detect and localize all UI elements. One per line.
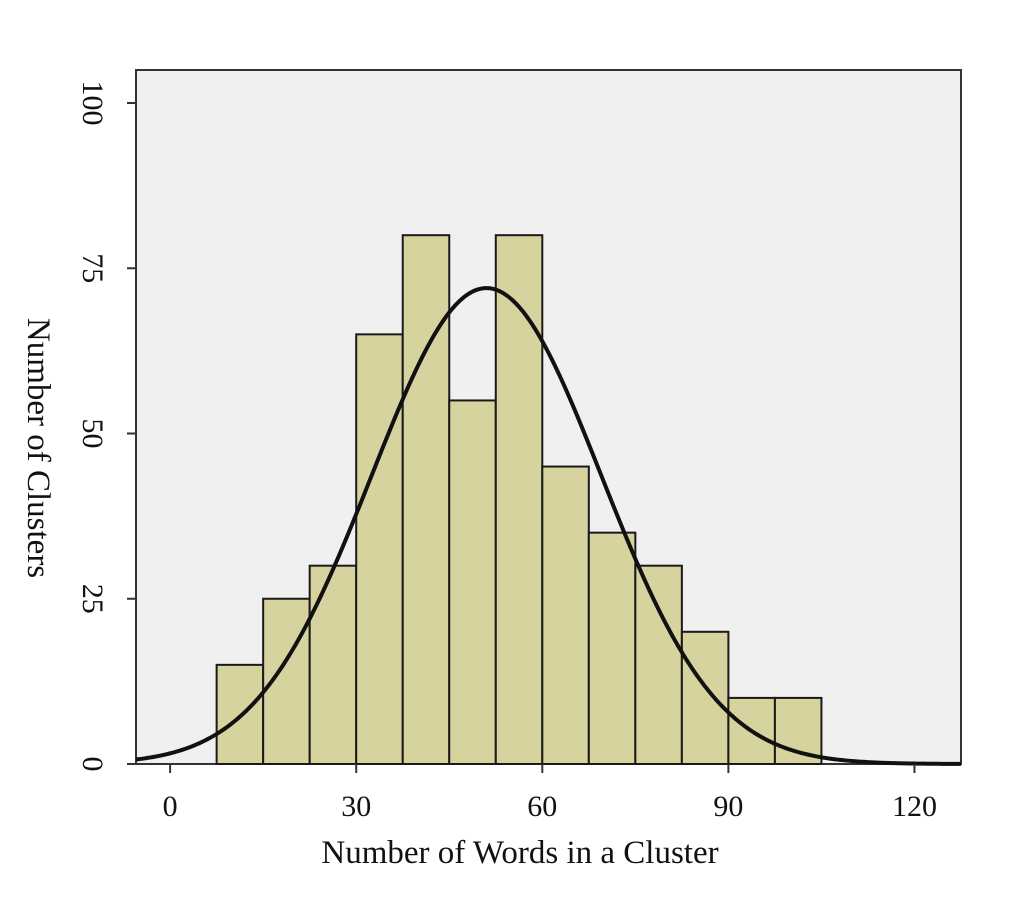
histogram-bar-3 xyxy=(355,333,404,765)
y-tick-label-100: 100 xyxy=(76,81,109,126)
x-axis-ticks: 0 30 60 90 120 xyxy=(163,764,937,823)
bars-group xyxy=(215,234,823,766)
normal-curve xyxy=(135,286,962,766)
y-tick-label-25: 25 xyxy=(76,584,109,614)
y-axis-label: Number of Clusters xyxy=(20,318,56,578)
histogram-bar-6 xyxy=(494,234,544,765)
y-axis-ticks: 0 25 50 75 100 xyxy=(76,81,136,772)
x-tick-label-90: 90 xyxy=(713,790,743,823)
histogram-bar-8 xyxy=(587,531,637,766)
y-tick-label-75: 75 xyxy=(76,253,109,283)
histogram-bar-5 xyxy=(448,399,497,765)
histogram-bar-10 xyxy=(680,630,730,765)
x-axis-label: Number of Words in a Cluster xyxy=(321,835,718,871)
y-tick-label-0: 0 xyxy=(76,757,109,772)
y-tick-label-50: 50 xyxy=(76,419,109,449)
histogram-bar-2 xyxy=(308,564,358,766)
x-tick-label-60: 60 xyxy=(527,790,557,823)
histogram-bar-9 xyxy=(634,564,683,766)
histogram-bar-4 xyxy=(401,234,451,765)
x-tick-label-30: 30 xyxy=(341,790,371,823)
histogram-bar-7 xyxy=(541,465,590,765)
x-tick-label-0: 0 xyxy=(163,790,178,823)
x-tick-label-120: 120 xyxy=(892,790,937,823)
